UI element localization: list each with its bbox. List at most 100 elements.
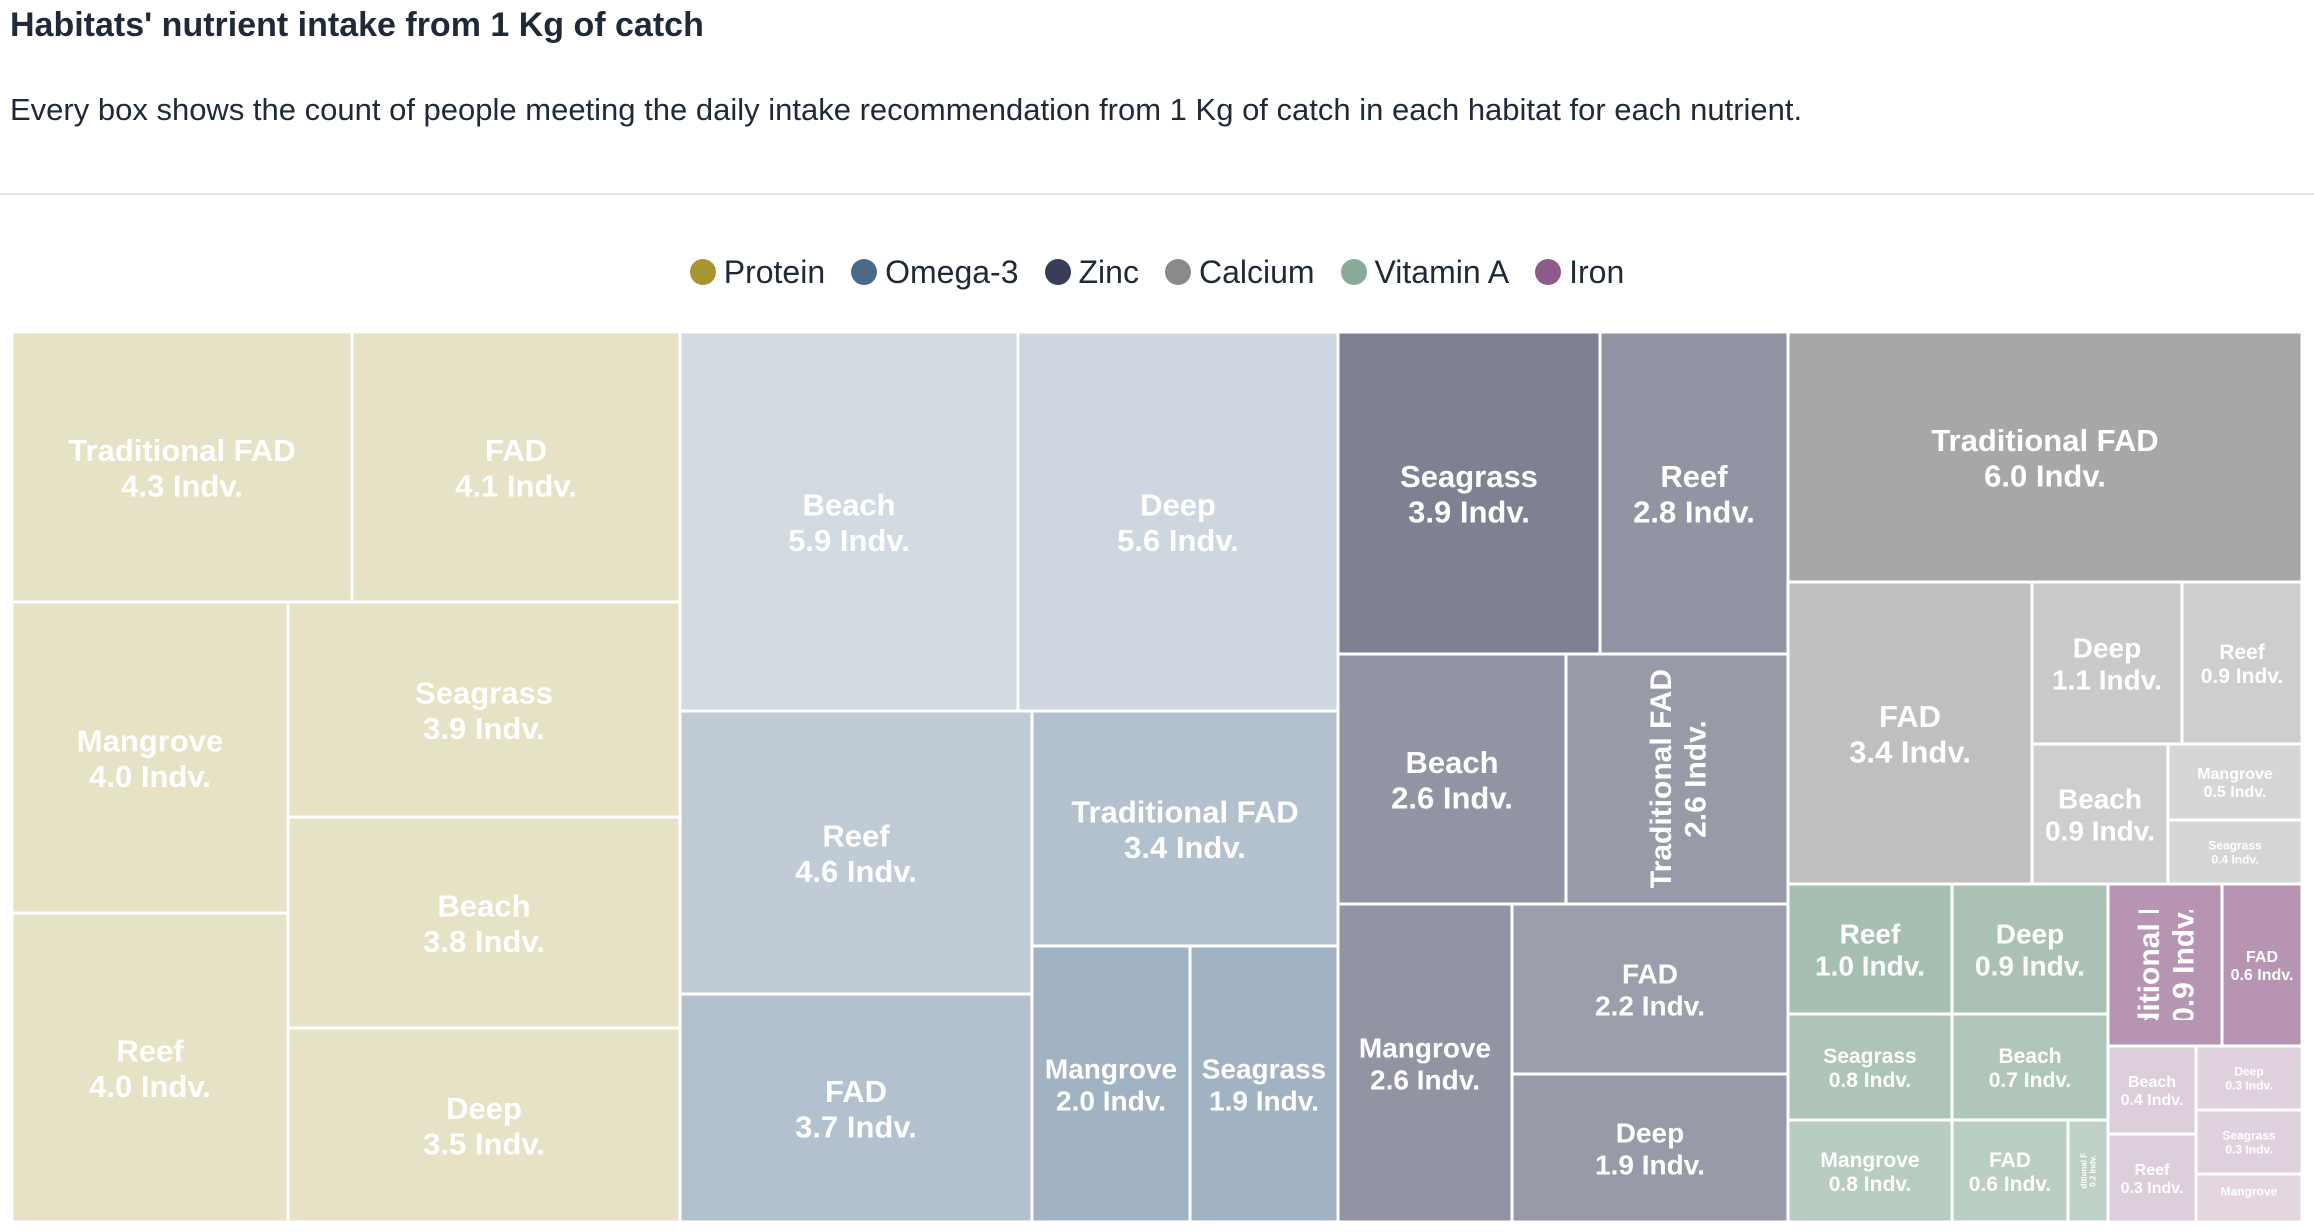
treemap-cell-zinc-traditional-fad[interactable]: Traditional FAD 2.6 Indv. bbox=[1567, 655, 1787, 903]
treemap-rect bbox=[1789, 583, 2031, 883]
legend-item-iron[interactable]: Iron bbox=[1535, 254, 1624, 291]
cell-label: Reef bbox=[1840, 918, 1901, 949]
legend-item-zinc[interactable]: Zinc bbox=[1044, 254, 1139, 291]
treemap-cell-iron-mangrove[interactable]: Mangrove bbox=[2197, 1175, 2301, 1221]
legend-swatch bbox=[689, 259, 716, 285]
treemap-rect bbox=[1339, 333, 1599, 653]
treemap-rect bbox=[2169, 745, 2301, 819]
treemap-rect bbox=[2197, 1111, 2301, 1173]
cell-value: 4.3 Indv. bbox=[121, 468, 243, 503]
cell-value: 0.9 Indv. bbox=[1975, 951, 2085, 982]
treemap-rect bbox=[289, 603, 679, 816]
cell-label: Mangrove bbox=[1820, 1149, 1919, 1172]
legend-item-protein[interactable]: Protein bbox=[689, 253, 826, 291]
cell-value: 3.4 Indv. bbox=[1849, 734, 1971, 769]
treemap-cell-iron-traditional-fad[interactable]: Traditional FAD 0.9 Indv. bbox=[2109, 855, 2221, 1075]
cell-label: Deep bbox=[446, 1091, 522, 1126]
legend-label: Vitamin A bbox=[1374, 253, 1510, 290]
cell-value: 0.6 Indv. bbox=[1969, 1173, 2051, 1196]
cell-value: 0.3 Indv. bbox=[2225, 1078, 2272, 1092]
cell-label: Deep bbox=[2073, 632, 2141, 663]
cell-label: FAD bbox=[485, 433, 547, 468]
legend-item-calcium[interactable]: Calcium bbox=[1164, 254, 1315, 291]
treemap-rect bbox=[1339, 655, 1565, 903]
treemap-rect bbox=[13, 914, 287, 1221]
legend-item-omega-3[interactable]: Omega-3 bbox=[851, 254, 1019, 291]
cell-label: Mangrove bbox=[1045, 1053, 1177, 1084]
cell-label: Beach bbox=[2058, 783, 2142, 814]
cell-value: 4.0 Indv. bbox=[89, 759, 211, 794]
legend-label: Protein bbox=[723, 253, 826, 290]
cell-label: Beach bbox=[1998, 1045, 2061, 1068]
treemap-rect bbox=[2197, 1047, 2301, 1109]
cell-label: Mangrove bbox=[2221, 1185, 2278, 1199]
treemap-rect bbox=[353, 333, 679, 601]
cell-label: Beach bbox=[437, 888, 530, 923]
treemap-rect bbox=[2109, 1047, 2195, 1133]
treemap-cell-vitamin-a-traditional-fad[interactable]: Traditional FAD 0.2 Indv. bbox=[2069, 1121, 2107, 1221]
treemap-rect bbox=[2033, 583, 2181, 743]
treemap-rect bbox=[1953, 1015, 2107, 1119]
cell-value: 3.8 Indv. bbox=[423, 924, 545, 959]
cell-label: Deep bbox=[1140, 487, 1216, 522]
cell-value: 3.7 Indv. bbox=[795, 1109, 917, 1144]
legend-swatch bbox=[1535, 259, 1562, 285]
cell-label: Seagrass bbox=[415, 675, 553, 710]
cell-value: 0.8 Indv. bbox=[1829, 1069, 1911, 1092]
cell-label: Reef bbox=[822, 818, 890, 853]
cell-label: Mangrove bbox=[1359, 1032, 1491, 1063]
treemap-rect bbox=[1033, 712, 1337, 945]
cell-value: 2.0 Indv. bbox=[1056, 1086, 1166, 1117]
cell-value: 1.1 Indv. bbox=[2052, 665, 2162, 696]
treemap-rect bbox=[1789, 1121, 1951, 1221]
cell-label: FAD bbox=[1622, 958, 1678, 989]
treemap-rect bbox=[2183, 583, 2301, 743]
legend-item-vitamin-a[interactable]: Vitamin A bbox=[1340, 253, 1510, 291]
cell-value: 3.5 Indv. bbox=[423, 1126, 545, 1161]
header-divider bbox=[0, 193, 2314, 195]
cell-label: Seagrass bbox=[1823, 1045, 1916, 1068]
treemap-rect bbox=[1339, 905, 1511, 1221]
treemap-rect bbox=[2069, 1121, 2107, 1221]
cell-label: Traditional FAD bbox=[1931, 423, 2158, 458]
cell-value: 2.6 Indv. bbox=[1370, 1065, 1480, 1096]
